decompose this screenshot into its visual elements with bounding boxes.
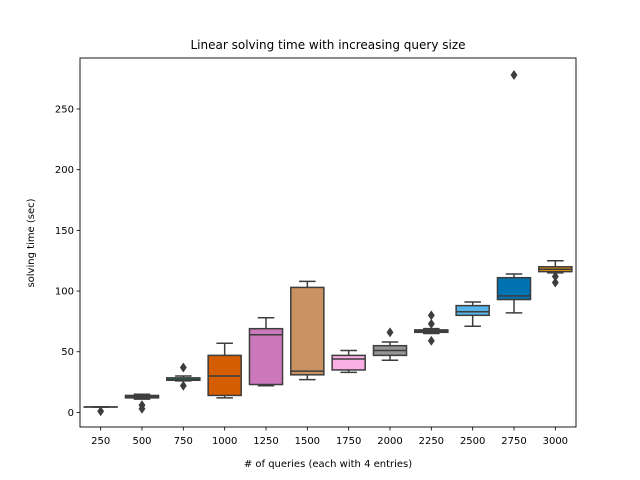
outlier-point — [179, 380, 187, 391]
outlier-point — [138, 400, 146, 411]
box-2000 — [372, 327, 408, 361]
plot-frame — [79, 57, 577, 428]
x-tick-label: 3000 — [543, 436, 568, 447]
outlier-point — [427, 318, 435, 329]
box-500 — [124, 393, 160, 414]
outlier-point — [97, 406, 105, 417]
box-1000 — [207, 342, 242, 399]
box-1250 — [248, 317, 284, 387]
box-body — [496, 276, 532, 301]
x-tick-label: 2250 — [419, 436, 444, 447]
x-tick-label: 1500 — [295, 436, 320, 447]
outlier-point — [386, 327, 394, 338]
x-tick-label: 500 — [132, 436, 151, 447]
x-axis-label: # of queries (each with 4 entries) — [244, 459, 412, 470]
box-250 — [83, 406, 118, 417]
x-axis: 250 500 750 1000 1250 1500 1750 2000 2250 2500 275… — [91, 427, 568, 447]
box-2500 — [455, 301, 490, 328]
y-tick-label: 200 — [55, 165, 74, 176]
x-tick-label: 1250 — [253, 436, 278, 447]
y-tick-label: 0 — [68, 408, 74, 419]
box-1750 — [331, 349, 366, 374]
outlier-point — [551, 277, 559, 288]
box-body — [331, 354, 366, 371]
y-axis: 0 50 100 150 200 250 — [55, 104, 80, 419]
y-tick-label: 250 — [55, 104, 74, 115]
box-body — [455, 304, 490, 317]
y-tick-label: 150 — [55, 226, 74, 237]
box-750 — [166, 362, 201, 391]
box-body — [248, 327, 284, 386]
outlier-point — [427, 310, 435, 321]
box-2250 — [414, 310, 449, 346]
outlier-point — [510, 69, 518, 81]
box-1500 — [290, 280, 325, 381]
outlier-point — [427, 335, 435, 346]
outlier-point — [551, 271, 559, 282]
y-tick-label: 50 — [61, 347, 74, 358]
y-axis-label: solving time (sec) — [26, 198, 37, 287]
box-3000 — [538, 259, 573, 288]
x-tick-label: 1750 — [336, 436, 361, 447]
x-tick-label: 750 — [174, 436, 193, 447]
x-tick-label: 1000 — [212, 436, 237, 447]
x-tick-label: 250 — [91, 436, 110, 447]
box-2750 — [496, 69, 532, 314]
x-tick-label: 2000 — [377, 436, 402, 447]
boxes-layer — [83, 69, 573, 417]
chart-title: Linear solving time with increasing quer… — [191, 38, 466, 52]
outlier-point — [179, 362, 187, 373]
y-tick-label: 100 — [55, 287, 74, 298]
box-body — [290, 286, 325, 376]
x-tick-label: 2750 — [501, 436, 526, 447]
x-tick-label: 2500 — [460, 436, 485, 447]
